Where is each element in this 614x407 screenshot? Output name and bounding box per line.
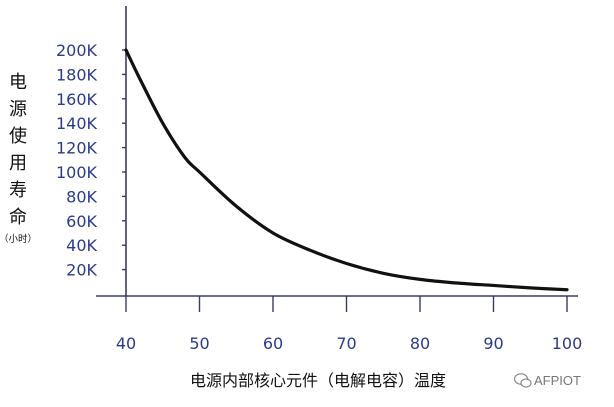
life-curve xyxy=(124,48,569,292)
x-axis-label: 电源内部核心元件（电解电容）温度 xyxy=(190,371,446,390)
x-tick-label: 40 xyxy=(116,334,136,353)
x-ticks: 40 50 60 70 80 90 100 xyxy=(116,296,582,353)
y-tick-label: 140K xyxy=(56,114,98,133)
y-axis-label-char: 源 xyxy=(9,99,27,120)
x-tick-label: 60 xyxy=(263,334,283,353)
x-tick-label: 70 xyxy=(336,334,356,353)
y-tick-label: 80K xyxy=(66,187,97,206)
x-tick-label: 50 xyxy=(189,334,209,353)
y-tick-label: 120K xyxy=(56,139,98,158)
watermark: AFPIOT xyxy=(513,373,581,388)
wechat-icon xyxy=(513,373,532,388)
y-tick-label: 40K xyxy=(66,236,97,255)
y-axis-label-char: 使 xyxy=(9,126,27,147)
x-tick-label: 100 xyxy=(552,334,583,353)
axes xyxy=(96,6,578,297)
y-axis-label-char: 用 xyxy=(9,153,27,174)
y-tick-label: 100K xyxy=(56,163,98,182)
y-tick-label: 200K xyxy=(56,41,98,60)
y-axis-label-char: 电 xyxy=(9,72,27,93)
y-tick-label: 60K xyxy=(66,212,97,231)
y-ticks: 20K 40K 60K 80K 100K 120K 140K 160K 180K 200K xyxy=(56,41,126,280)
x-tick-label: 90 xyxy=(483,334,503,353)
y-axis-label-char: 寿 xyxy=(9,180,27,201)
x-tick-label: 80 xyxy=(410,334,430,353)
y-axis-label-char: 命 xyxy=(9,207,27,228)
y-tick-label: 180K xyxy=(56,65,98,84)
watermark-text: AFPIOT xyxy=(534,373,581,388)
y-tick-label: 160K xyxy=(56,90,98,109)
y-axis-unit: （小时） xyxy=(0,233,37,245)
y-tick-label: 20K xyxy=(66,261,97,280)
